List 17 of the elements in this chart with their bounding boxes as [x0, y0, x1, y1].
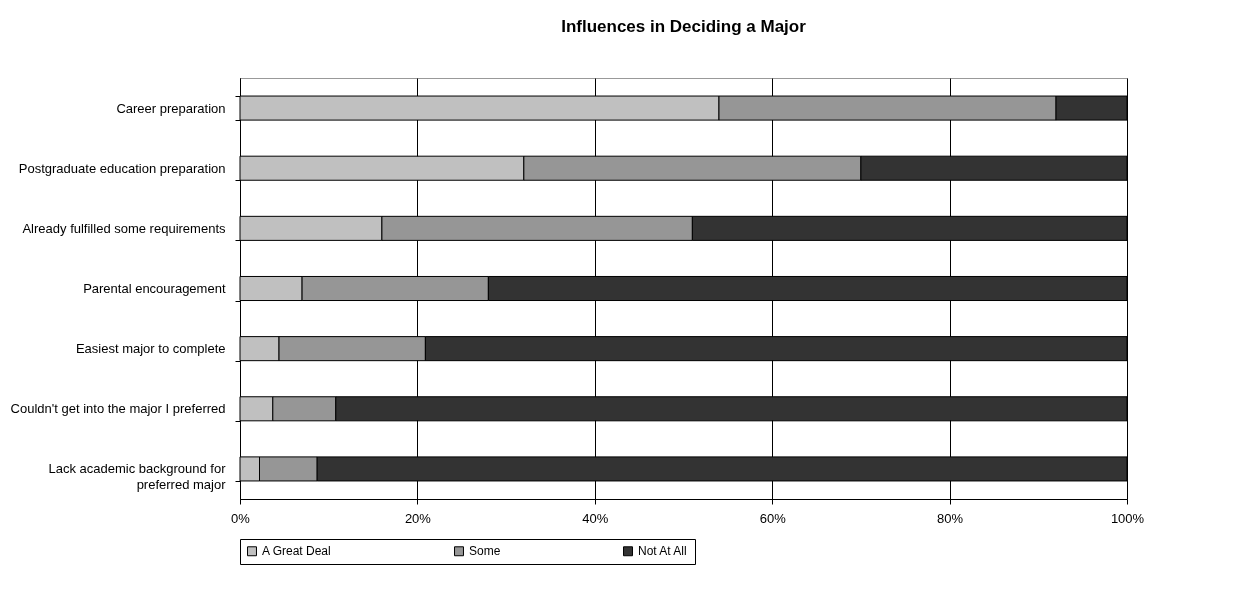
y-tick-label: Postgraduate education preparation	[18, 160, 226, 176]
x-tick-label: 40%	[582, 510, 609, 526]
legend-label: Some	[469, 544, 501, 559]
y-tick-label: Easiest major to complete	[75, 341, 226, 357]
x-tick-label: 20%	[404, 510, 432, 526]
y-tick-label: Parental encouragement	[83, 281, 226, 296]
y-tick-label: Career preparation	[116, 100, 226, 116]
x-tick-label: 60%	[759, 510, 787, 526]
x-tick-label: 80%	[937, 510, 964, 526]
x-tick-label: 0%	[231, 510, 251, 526]
legend-label: A Great Deal	[262, 544, 331, 559]
y-tick-label: Couldn't get into the major I preferred	[10, 401, 226, 417]
y-tick-label: Already fulfilled some requirements	[22, 220, 226, 236]
chart-title: Influences in Deciding a Major	[561, 17, 807, 36]
legend-label: Not At All	[638, 544, 687, 559]
y-tick-label: Lack academic background for preferred major	[48, 461, 227, 493]
x-tick-label: 100%	[1110, 510, 1145, 526]
